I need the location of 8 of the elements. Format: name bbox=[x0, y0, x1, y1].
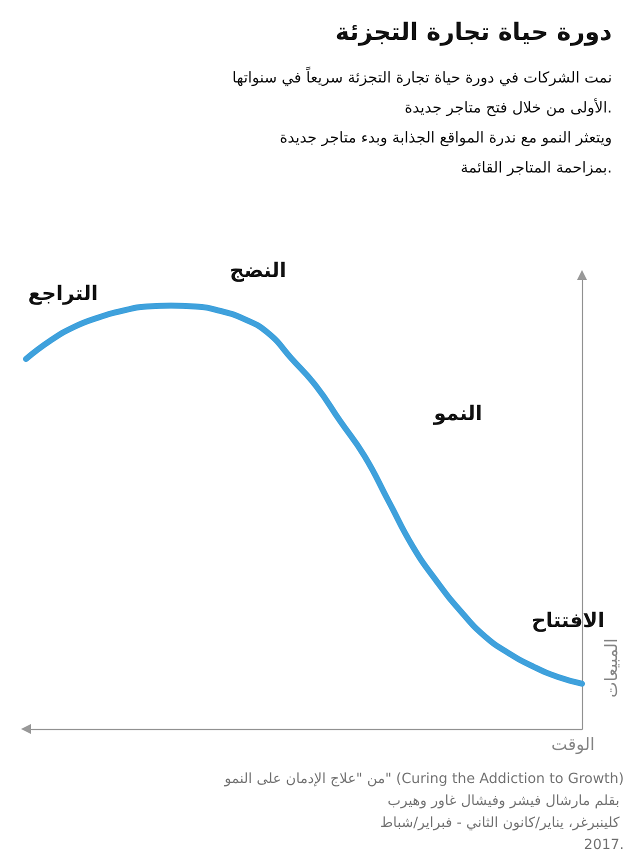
x-axis-title: الوقت bbox=[551, 735, 595, 755]
chart-title: دورة حياة تجارة التجزئة bbox=[335, 18, 612, 46]
text: النضج bbox=[230, 258, 286, 282]
text: التراجع bbox=[28, 281, 98, 305]
annotation: النمو bbox=[432, 401, 482, 425]
annotation: الافتتاح bbox=[531, 608, 605, 632]
y-axis-title: المبيعات bbox=[602, 638, 622, 698]
chart-subtitle: نمت الشركات في دورة حياة تجارة التجزئة سريعاً في سنواتها الأولى من خلال فتح متاجر جديدة. ويتعثر النمو مع ندرة المواقع الجذابة وبدء متاجر جديدة بمزاحمة المتاجر القائمة. bbox=[232, 66, 612, 176]
